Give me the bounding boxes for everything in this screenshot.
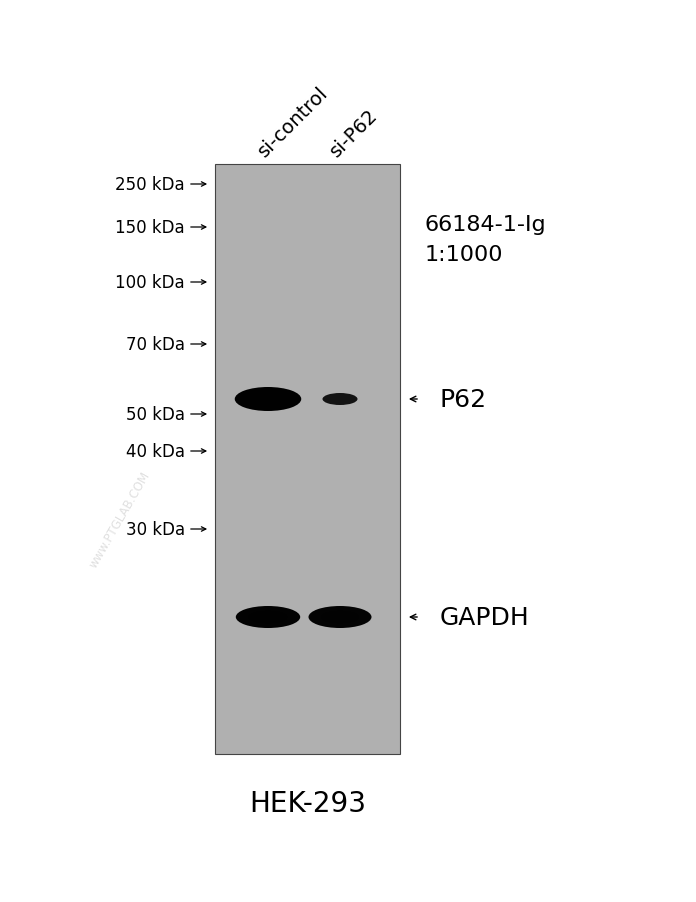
Text: 250 kDa: 250 kDa [116,176,185,194]
Text: 50 kDa: 50 kDa [126,406,185,424]
Text: P62: P62 [440,388,487,411]
Ellipse shape [322,393,358,406]
Text: 66184-1-Ig: 66184-1-Ig [425,215,546,235]
Text: GAPDH: GAPDH [440,605,530,630]
Ellipse shape [308,606,372,629]
Text: 1:1000: 1:1000 [425,244,503,264]
Text: 100 kDa: 100 kDa [116,273,185,291]
Text: www.PTGLAB.COM: www.PTGLAB.COM [87,469,153,570]
Ellipse shape [321,612,359,623]
Bar [215,165,400,754]
Text: 70 kDa: 70 kDa [126,336,185,354]
Ellipse shape [248,612,287,623]
Text: 40 kDa: 40 kDa [126,443,185,461]
Text: si-P62: si-P62 [326,106,382,161]
Ellipse shape [235,388,301,411]
Ellipse shape [236,606,300,629]
Text: 30 kDa: 30 kDa [126,520,185,538]
Text: HEK-293: HEK-293 [249,789,366,817]
Text: si-control: si-control [255,83,332,161]
Ellipse shape [248,393,288,406]
Text: 150 kDa: 150 kDa [116,219,185,236]
